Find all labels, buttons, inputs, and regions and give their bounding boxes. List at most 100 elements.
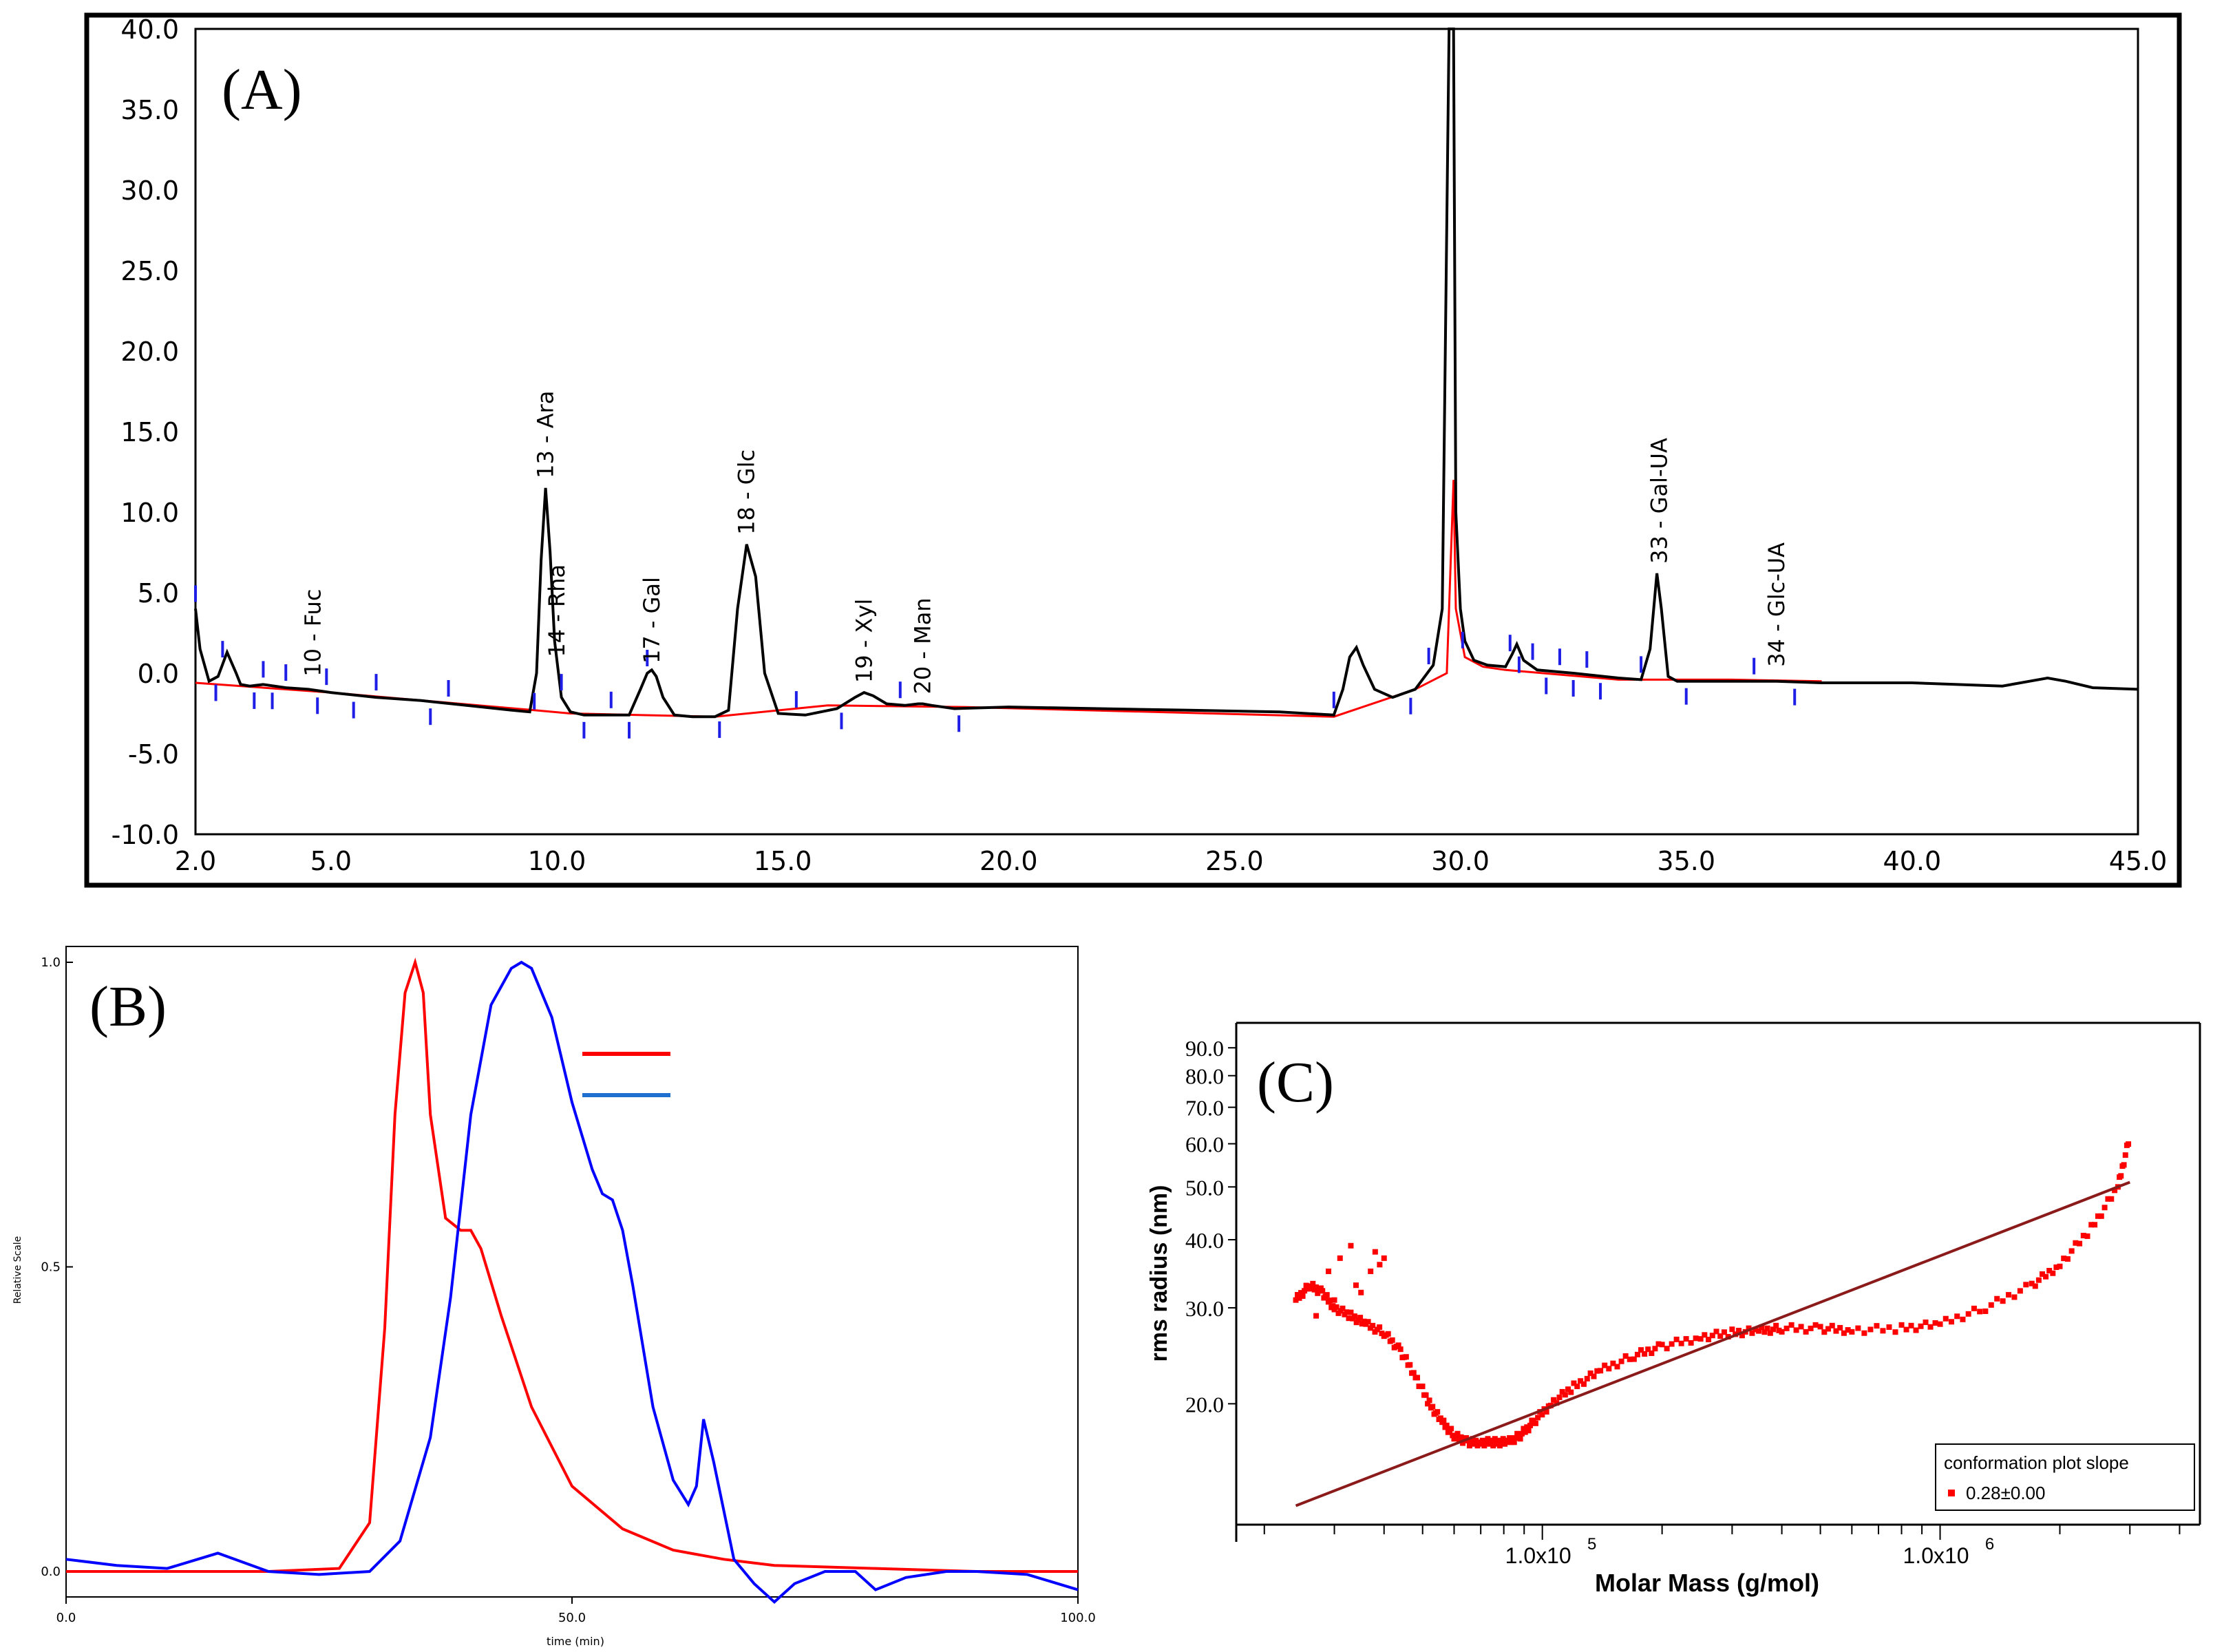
panel-a-x-tick-label: 15.0 [754, 846, 812, 876]
panel-c-data-point [2108, 1196, 2115, 1202]
panel-c-data-point [1783, 1325, 1790, 1331]
panel-c-x-tick-exponent: 6 [1985, 1535, 1994, 1554]
panel-c-data-point [1631, 1356, 1637, 1362]
panel-c-data-point [1340, 1305, 1346, 1311]
panel-c-data-point [2032, 1283, 2038, 1289]
panel-c-data-point [1508, 1439, 1514, 1446]
panel-c-data-point [1458, 1434, 1464, 1440]
panel-c-data-point [1565, 1386, 1571, 1392]
panel-c-data-point [1326, 1268, 1332, 1274]
panel-c-data-point [1425, 1401, 1431, 1407]
panel-c-data-point [1443, 1422, 1450, 1428]
panel-c-data-point [1960, 1316, 1966, 1322]
panel-a-label: (A) [222, 58, 302, 122]
panel-c-data-point [1514, 1430, 1521, 1437]
panel-a-y-tick-label: 40.0 [120, 14, 179, 45]
panel-c-data-point [2029, 1280, 2035, 1286]
panel-c-data-point [1817, 1324, 1823, 1330]
panel-c-data-point [1867, 1326, 1874, 1333]
panel-c-data-point [1949, 1319, 1955, 1325]
panel-c-data-point [1348, 1309, 1354, 1315]
panel-c-data-point [1437, 1415, 1443, 1421]
panel-c-data-point [2017, 1288, 2023, 1294]
panel-c-data-point [1606, 1366, 1612, 1372]
panel-c-data-point [1415, 1375, 1421, 1381]
panel-c-data-point [1310, 1280, 1316, 1286]
panel-c-data-point [1642, 1351, 1648, 1357]
panel-c-data-point [1333, 1304, 1340, 1310]
panel-a-peak-label: 17 - Gal [639, 577, 665, 664]
panel-c-data-point [2092, 1222, 2098, 1228]
panel-c-data-point [1511, 1439, 1517, 1446]
panel-b-y-tick-label: 0.0 [41, 1565, 61, 1579]
panel-c-data-point [2023, 1282, 2029, 1288]
panel-c-data-point [1913, 1327, 1919, 1333]
panel-c-data-point [1776, 1327, 1782, 1333]
panel-c-data-point [1886, 1324, 1892, 1331]
panel-c-data-point [2039, 1271, 2045, 1277]
panel-b-y-tick-label: 1.0 [41, 955, 61, 970]
panel-c-data-point [1770, 1326, 1777, 1333]
panel-c-data-point [1655, 1341, 1662, 1347]
panel-c-data-point [2088, 1222, 2095, 1228]
panel-a-x-tick-label: 35.0 [1657, 846, 1715, 876]
panel-c-data-point [1298, 1290, 1304, 1296]
panel-c-data-point [1880, 1328, 1886, 1334]
panel-c-data-point [1293, 1297, 1299, 1303]
panel-c-y-tick-label: 50.0 [1185, 1175, 1224, 1200]
panel-c-data-point [1381, 1255, 1387, 1261]
panel-c-data-point [2068, 1248, 2075, 1254]
panel-c-data-point [1337, 1255, 1343, 1261]
panel-b-blue-series-line [65, 960, 1079, 1604]
panel-c-data-point [1530, 1417, 1536, 1423]
panel-c-data-point [1618, 1358, 1624, 1364]
panel-c-data-point [1874, 1323, 1880, 1329]
panel-c-data-point [1330, 1303, 1336, 1309]
panel-c-data-point [1454, 1430, 1461, 1437]
panel-c-data-point [1562, 1392, 1568, 1398]
panel-a-y-tick-label: 35.0 [120, 95, 179, 125]
panel-c-data-point [1683, 1336, 1689, 1342]
panel-c-data-point [1829, 1322, 1835, 1328]
panel-a-x-tick-label: 20.0 [980, 846, 1038, 876]
panel-a-x-tick-label: 45.0 [2109, 846, 2168, 876]
panel-c-data-point [1361, 1318, 1367, 1324]
panel-c-data-point [1571, 1380, 1577, 1386]
panel-c-data-point [1295, 1291, 1301, 1298]
panel-c-data-point [1898, 1322, 1905, 1328]
panel-b: (B) Relative Scale time (min) 1.0 0.5 0.0 … [12, 946, 1096, 1648]
panel-c-data-point [1659, 1342, 1665, 1348]
panel-c-data-point [2084, 1233, 2090, 1239]
panel-c-data-point [1954, 1313, 1960, 1320]
panel-c-legend-swatch [1948, 1490, 1955, 1496]
panel-c-data-point [1450, 1432, 1456, 1439]
panel-c-data-point [2011, 1294, 2018, 1300]
panel-c-data-point [1610, 1360, 1616, 1366]
panel-c-data-point [1578, 1378, 1584, 1384]
panel-b-plot-area [65, 946, 1079, 1598]
panel-c-data-point [1320, 1288, 1326, 1294]
panel-c-data-point [1756, 1328, 1762, 1334]
panel-a-y-tick-label: 30.0 [120, 176, 179, 206]
panel-a-y-tick-label: 5.0 [138, 578, 179, 608]
panel-c-data-point [1496, 1443, 1503, 1449]
panel-a-x-tick-label: 2.0 [175, 846, 216, 876]
panel-c-data-point [1407, 1362, 1413, 1368]
panel-c-data-point [1479, 1437, 1485, 1443]
panel-c-data-point [2000, 1298, 2006, 1304]
panel-c-data-point [1372, 1249, 1378, 1255]
panel-c-data-point [1410, 1370, 1417, 1376]
panel-a-x-tick-label: 5.0 [310, 846, 352, 876]
panel-c-data-point [1377, 1262, 1383, 1268]
panel-c-data-point [1988, 1302, 1994, 1308]
panel-c-data-point [1507, 1434, 1513, 1441]
panel-b-x-tick-label: 50.0 [558, 1611, 586, 1625]
panel-c-data-point [1519, 1430, 1525, 1437]
panel-c-data-point [1837, 1324, 1843, 1331]
panel-b-x-tick-label: 100.0 [1060, 1611, 1096, 1625]
panel-c-data-point [1923, 1320, 1929, 1326]
panel-c-data-point [1709, 1333, 1715, 1339]
panel-c-y-axis: 90.0 80.0 70.0 60.0 50.0 40.0 30.0 20.0 [1185, 1036, 1236, 1417]
panel-c-data-point [2035, 1277, 2042, 1283]
panel-c-data-point [1855, 1325, 1861, 1331]
